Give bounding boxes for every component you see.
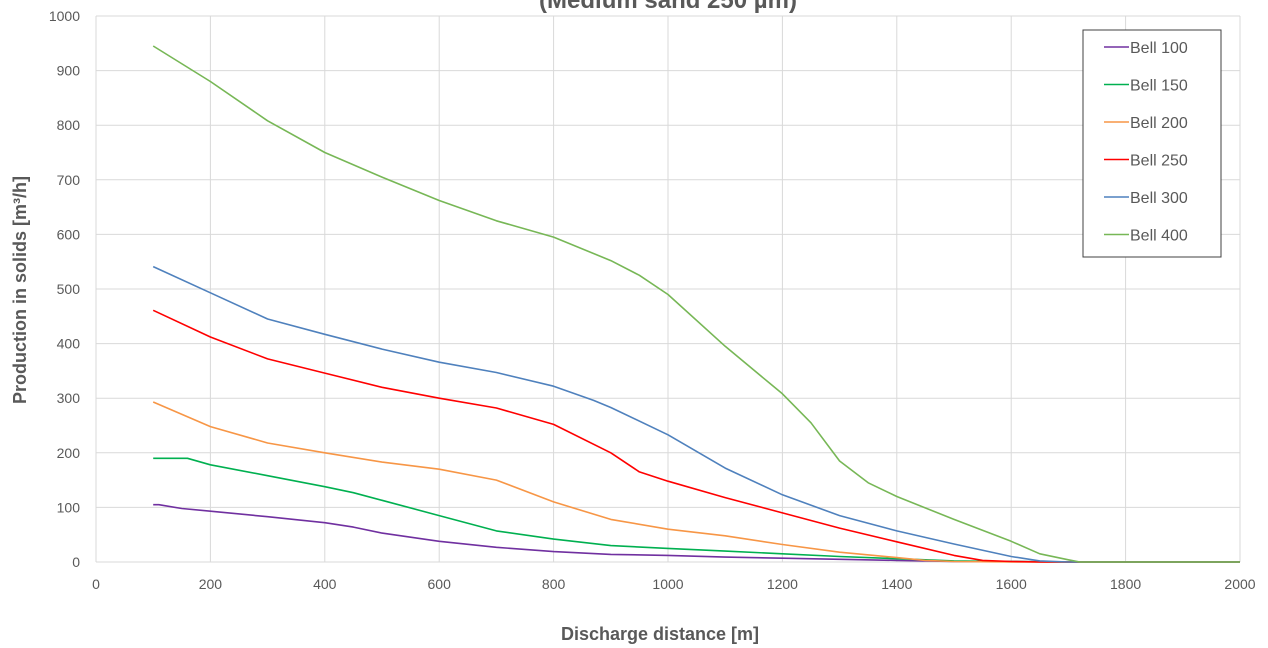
series-line-bell-400	[152, 45, 1240, 563]
x-tick-label: 600	[428, 576, 452, 592]
x-tick-label: 1000	[652, 576, 683, 592]
x-tick-label: 2000	[1224, 576, 1255, 592]
y-axis-tick-labels: 0 100 200 300 400 500 600 700 800 900 1000	[49, 8, 80, 570]
x-tick-label: 800	[542, 576, 566, 592]
series-lines	[152, 45, 1240, 563]
legend-box	[1082, 29, 1222, 258]
legend-label: Bell 300	[1130, 190, 1188, 207]
legend-label: Bell 400	[1130, 228, 1188, 245]
x-axis-title: Discharge distance [m]	[561, 624, 759, 644]
x-tick-label: 400	[313, 576, 337, 592]
y-axis-title: Production in solids [m³/h]	[10, 176, 30, 404]
gridlines	[96, 15, 1241, 562]
legend-label: Bell 150	[1130, 78, 1188, 95]
y-tick-label: 900	[57, 63, 81, 79]
x-tick-label: 0	[92, 576, 100, 592]
series-line-bell-300	[152, 265, 1240, 563]
x-axis-tick-labels: 0 200 400 600 800 1000 1200 1400 1600 1800 2000	[92, 576, 1256, 592]
chart-title: (Medium sand 250 µm)	[539, 0, 797, 14]
y-tick-label: 800	[57, 117, 81, 133]
y-tick-label: 100	[57, 499, 81, 515]
y-tick-label: 600	[57, 226, 81, 242]
legend: Bell 100 Bell 150 Bell 200 Bell 250 Bell 300…	[1082, 29, 1222, 258]
y-tick-label: 400	[57, 336, 81, 352]
legend-label: Bell 100	[1130, 40, 1188, 57]
x-tick-label: 1800	[1110, 576, 1141, 592]
y-tick-label: 1000	[49, 8, 80, 24]
y-tick-label: 0	[72, 554, 80, 570]
x-tick-label: 200	[199, 576, 223, 592]
y-tick-label: 300	[57, 390, 81, 406]
x-tick-label: 1400	[881, 576, 912, 592]
y-tick-label: 700	[57, 172, 81, 188]
y-tick-label: 200	[57, 445, 81, 461]
legend-label: Bell 200	[1130, 115, 1188, 132]
x-tick-label: 1600	[996, 576, 1027, 592]
x-tick-label: 1200	[767, 576, 798, 592]
y-tick-label: 500	[57, 281, 81, 297]
legend-label: Bell 250	[1130, 153, 1188, 170]
